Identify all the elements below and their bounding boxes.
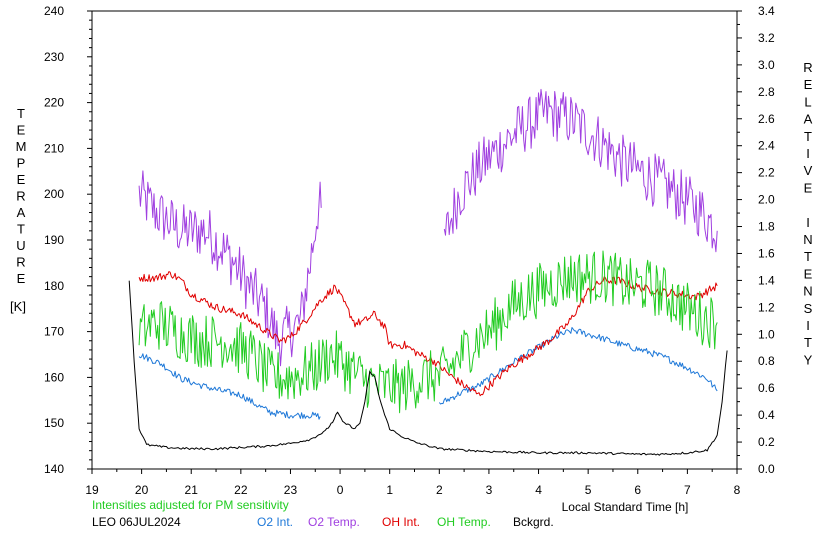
axis-title-letter: S bbox=[804, 301, 813, 316]
y-right-tick-label: 0.0 bbox=[758, 462, 775, 476]
x-tick-label: 19 bbox=[85, 483, 99, 497]
x-tick-label: 23 bbox=[284, 483, 298, 497]
series-line-oh-int bbox=[138, 271, 718, 397]
axis-title-letter: V bbox=[804, 163, 813, 178]
series-layer bbox=[128, 88, 728, 456]
axis-title-letter: I bbox=[806, 318, 810, 333]
y-left-tick-label: 170 bbox=[44, 325, 64, 339]
y-left-tick-label: 150 bbox=[44, 416, 64, 430]
axis-title-letter: E bbox=[804, 180, 813, 195]
axis-title-letter: P bbox=[17, 156, 26, 171]
y-right-tick-label: 1.4 bbox=[758, 273, 775, 287]
y-left-tick-label: 220 bbox=[44, 96, 64, 110]
axis-title-letter: Y bbox=[804, 352, 813, 367]
series-line-o2-int bbox=[438, 327, 718, 405]
axis-title-letter: E bbox=[804, 77, 813, 92]
series-line-oh-temp bbox=[138, 250, 718, 414]
y-right-tick-label: 1.2 bbox=[758, 300, 775, 314]
axis-title-letter: T bbox=[804, 335, 812, 350]
y-right-tick-label: 2.8 bbox=[758, 85, 775, 99]
series-line-bckgrd bbox=[128, 280, 728, 456]
legend-item: O2 Temp. bbox=[308, 515, 360, 529]
axis-title-letter: E bbox=[17, 172, 26, 187]
x-tick-label: 20 bbox=[135, 483, 149, 497]
axis-title-letter: N bbox=[803, 284, 812, 299]
y-left-tick-label: 240 bbox=[44, 4, 64, 18]
x-tick-label: 21 bbox=[185, 483, 199, 497]
y-right-tick-label: 0.6 bbox=[758, 381, 775, 395]
axis-title-letter: A bbox=[17, 205, 26, 220]
x-tick-label: 0 bbox=[337, 483, 344, 497]
axis-title-letter: R bbox=[16, 255, 25, 270]
axis-title-letter: T bbox=[804, 249, 812, 264]
axis-title-letter: L bbox=[804, 94, 811, 109]
left-axis-unit: [K] bbox=[10, 299, 26, 314]
x-tick-label: 6 bbox=[634, 483, 641, 497]
legend-item: O2 Int. bbox=[257, 515, 293, 529]
x-tick-label: 4 bbox=[535, 483, 542, 497]
x-tick-label: 5 bbox=[585, 483, 592, 497]
y-right-tick-label: 2.2 bbox=[758, 166, 775, 180]
axis-title-letter: I bbox=[806, 215, 810, 230]
axis-title-letter: R bbox=[16, 189, 25, 204]
x-tick-label: 3 bbox=[486, 483, 493, 497]
station-date: LEO 06JUL2024 bbox=[92, 515, 181, 529]
pm-sensitivity-note: Intensities adjusted for PM sensitivity bbox=[92, 498, 289, 512]
axis-title-letter: E bbox=[17, 271, 26, 286]
y-right-tick-label: 2.6 bbox=[758, 112, 775, 126]
y-left-tick-label: 200 bbox=[44, 187, 64, 201]
y-right-tick-label: 1.8 bbox=[758, 220, 775, 234]
axis-title-letter: T bbox=[17, 222, 25, 237]
y-left-tick-label: 230 bbox=[44, 50, 64, 64]
y-right-tick-label: 2.0 bbox=[758, 193, 775, 207]
axis-title-letter: R bbox=[803, 60, 812, 75]
axis-title-letter: E bbox=[17, 123, 26, 138]
axis-title-letter: N bbox=[803, 232, 812, 247]
axis-title-letter: U bbox=[16, 238, 25, 253]
legend-item: OH Int. bbox=[382, 515, 420, 529]
axis-title-letter: T bbox=[17, 106, 25, 121]
y-left-tick-label: 190 bbox=[44, 233, 64, 247]
axis-title-letter: E bbox=[804, 266, 813, 281]
legend: O2 Int. O2 Temp. OH Int. OH Temp. Bckgrd. bbox=[257, 515, 554, 529]
y-left-tick-label: 160 bbox=[44, 370, 64, 384]
y-right-tick-label: 0.4 bbox=[758, 408, 775, 422]
y-left-tick-label: 210 bbox=[44, 141, 64, 155]
x-tick-label: 2 bbox=[436, 483, 443, 497]
axis-title-letter: I bbox=[806, 146, 810, 161]
axes-layer: 19 20 21 22 23 0 1 2 3 4 5 6 7 8140150160170180190200… bbox=[44, 4, 775, 497]
legend-item: OH Temp. bbox=[437, 515, 491, 529]
y-right-tick-label: 3.0 bbox=[758, 58, 775, 72]
axis-title-letter: M bbox=[16, 139, 27, 154]
y-right-tick-label: 3.2 bbox=[758, 31, 775, 45]
legend-item: Bckgrd. bbox=[513, 515, 554, 529]
series-line-o2-temp bbox=[138, 170, 322, 367]
axis-title-letter: A bbox=[804, 112, 813, 127]
x-tick-label: 22 bbox=[234, 483, 248, 497]
x-tick-label: 1 bbox=[386, 483, 393, 497]
y-right-tick-label: 0.2 bbox=[758, 435, 775, 449]
y-right-tick-label: 1.0 bbox=[758, 327, 775, 341]
x-tick-label: 8 bbox=[734, 483, 741, 497]
axis-title-letter: T bbox=[804, 129, 812, 144]
y-right-tick-label: 2.4 bbox=[758, 139, 775, 153]
series-line-o2-int bbox=[138, 353, 321, 420]
series-line-o2-temp bbox=[443, 88, 718, 253]
x-tick-label: 7 bbox=[684, 483, 691, 497]
y-right-tick-label: 0.8 bbox=[758, 354, 775, 368]
y-left-tick-label: 180 bbox=[44, 279, 64, 293]
y-right-tick-label: 1.6 bbox=[758, 246, 775, 260]
y-left-tick-label: 140 bbox=[44, 462, 64, 476]
y-right-tick-label: 3.4 bbox=[758, 4, 775, 18]
x-axis-title: Local Standard Time [h] bbox=[562, 500, 689, 514]
